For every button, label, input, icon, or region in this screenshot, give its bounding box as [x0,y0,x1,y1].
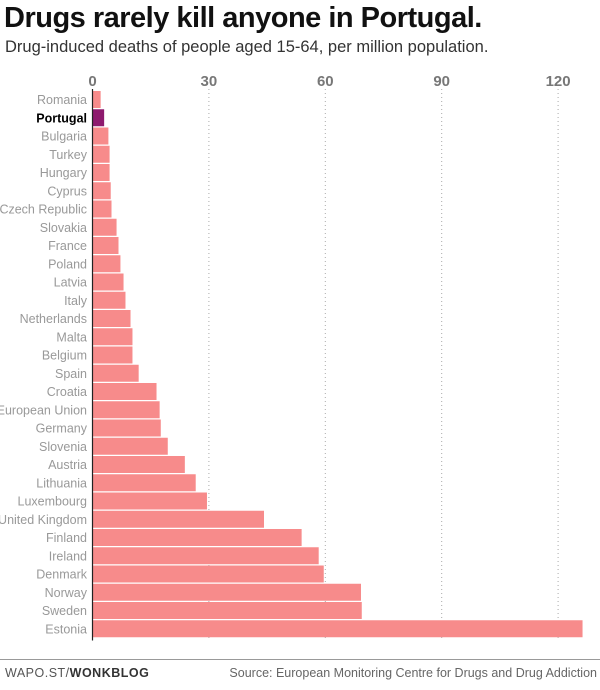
bar [92,164,110,181]
footer-divider [0,659,600,660]
bar [92,583,361,601]
bar [92,200,112,218]
bar [92,182,111,200]
chart-title: Drugs rarely kill anyone in Portugal. [4,2,482,34]
x-tick-label: 60 [317,73,334,90]
category-label: Denmark [36,568,87,582]
bar [92,383,157,400]
bar [92,91,101,108]
category-label: Bulgaria [41,130,87,144]
chart-subtitle: Drug-induced deaths of people aged 15-64… [5,38,489,56]
category-label: Cyprus [47,184,87,198]
category-label: Turkey [49,148,87,162]
bar [92,109,105,127]
bar [92,218,117,236]
credit-prefix: WAPO.ST/ [5,666,70,680]
bar [92,127,109,145]
category-label: Croatia [47,385,87,399]
category-label: Malta [56,330,87,344]
bar [92,456,185,473]
credit: WAPO.ST/WONKBLOG [5,666,149,680]
category-label: Czech Republic [0,203,87,217]
bar [92,364,139,382]
bar [92,547,319,565]
category-label: Norway [45,586,88,600]
category-label: Belgium [42,349,87,363]
category-label: Hungary [40,166,88,180]
category-label: Latvia [54,276,87,290]
x-tick-label: 120 [546,73,571,90]
x-tick-label: 90 [433,73,450,90]
category-label: European Union [0,403,87,417]
bar [92,237,119,254]
category-label: France [48,239,87,253]
x-tick-label: 0 [88,73,96,90]
bar [92,346,133,364]
category-label: Finland [46,531,87,545]
category-label: Germany [36,422,88,436]
bar [92,401,160,419]
category-label: Slovenia [39,440,87,454]
bar [92,474,196,492]
category-label: Spain [55,367,87,381]
category-label: Luxembourg [18,495,88,509]
bar [92,565,324,583]
bar [92,419,161,437]
source-note: Source: European Monitoring Centre for D… [229,666,597,680]
category-label: United Kingdom [0,513,87,527]
bar [92,273,124,291]
category-label: Ireland [49,549,87,563]
bar [92,437,168,455]
bar [92,602,362,619]
bar [92,328,133,346]
bar [92,492,207,510]
category-label: Poland [48,257,87,271]
category-label: Lithuania [36,476,87,490]
category-label: Netherlands [20,312,87,326]
credit-brand: WONKBLOG [69,666,150,680]
bar [92,255,121,273]
category-label: Austria [48,458,87,472]
category-label: Portugal [36,111,87,125]
bar [92,529,302,546]
x-tick-label: 30 [201,73,218,90]
category-label: Estonia [45,622,87,636]
bar [92,291,126,309]
category-label: Italy [64,294,88,308]
bar [92,145,110,163]
bar [92,510,264,528]
bar [92,310,131,327]
category-label: Slovakia [40,221,87,235]
category-label: Sweden [42,604,87,618]
category-label: Romania [37,93,87,107]
bar [92,620,583,638]
